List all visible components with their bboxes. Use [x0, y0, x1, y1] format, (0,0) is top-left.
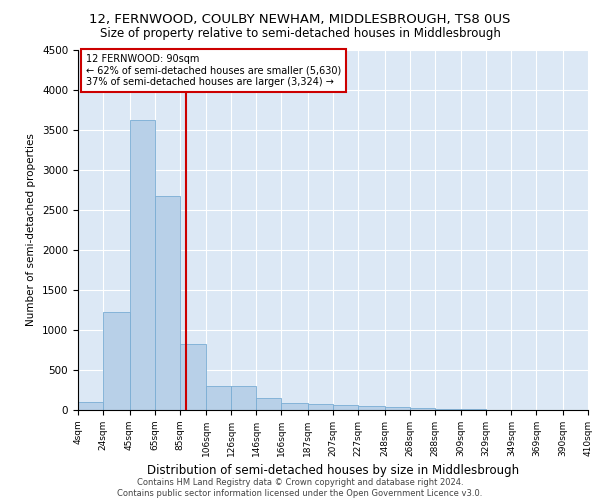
Y-axis label: Number of semi-detached properties: Number of semi-detached properties [26, 134, 37, 326]
Bar [206, 386, 231, 410]
Bar [410, 408, 435, 410]
Bar [435, 409, 461, 410]
Text: Size of property relative to semi-detached houses in Middlesbrough: Size of property relative to semi-detach… [100, 28, 500, 40]
Bar [385, 407, 410, 410]
Bar [281, 403, 308, 410]
Bar [358, 406, 385, 410]
Text: Contains HM Land Registry data © Crown copyright and database right 2024.
Contai: Contains HM Land Registry data © Crown c… [118, 478, 482, 498]
Text: 12, FERNWOOD, COULBY NEWHAM, MIDDLESBROUGH, TS8 0US: 12, FERNWOOD, COULBY NEWHAM, MIDDLESBROU… [89, 12, 511, 26]
Bar [78, 402, 103, 410]
Bar [231, 386, 256, 410]
X-axis label: Distribution of semi-detached houses by size in Middlesbrough: Distribution of semi-detached houses by … [147, 464, 519, 477]
Bar [461, 409, 486, 410]
Bar [256, 398, 281, 410]
Text: 12 FERNWOOD: 90sqm
← 62% of semi-detached houses are smaller (5,630)
37% of semi: 12 FERNWOOD: 90sqm ← 62% of semi-detache… [86, 54, 341, 87]
Bar [333, 405, 358, 410]
Bar [180, 344, 206, 410]
Bar [103, 312, 130, 410]
Bar [155, 196, 180, 410]
Bar [308, 404, 333, 410]
Bar [130, 120, 155, 410]
